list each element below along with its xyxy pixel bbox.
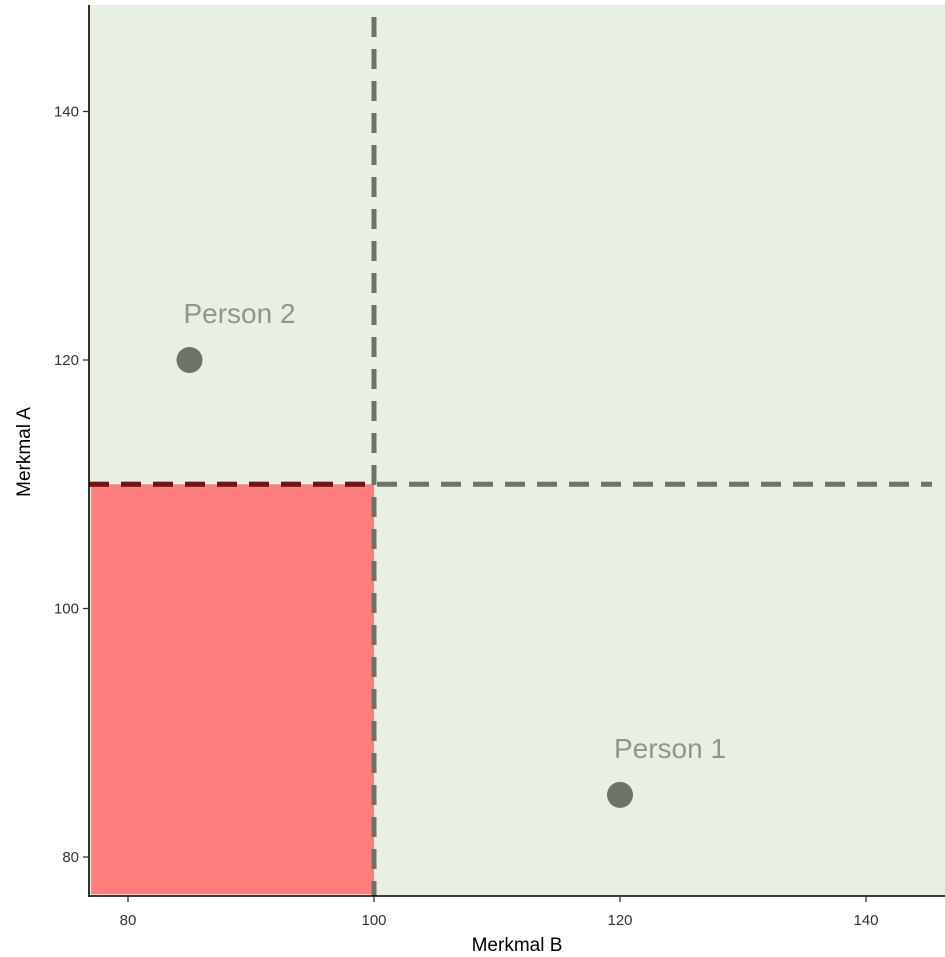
cutoff-lines-layer (89, 17, 932, 896)
x-axis-title: Merkmal B (472, 935, 563, 956)
shaded-region-layer (91, 484, 374, 895)
data-point (176, 347, 203, 373)
data-point-label: Person 2 (183, 298, 295, 329)
x-tick-label: 140 (853, 912, 878, 929)
y-tick-label: 120 (54, 352, 79, 369)
axes-layer: 80 100 120 140 80 100 120 140 (54, 5, 945, 929)
data-point-label: Person 1 (614, 733, 726, 764)
y-axis-title: Merkmal A (14, 407, 35, 497)
shaded-region (91, 484, 374, 895)
data-points-layer: Person 1 Person 2 (176, 298, 726, 808)
y-tick-label: 100 (54, 601, 79, 618)
x-tick-label: 80 (120, 912, 137, 929)
y-tick-label: 140 (54, 104, 79, 121)
x-tick-label: 100 (361, 912, 386, 929)
data-point (607, 781, 633, 808)
y-tick-label: 80 (62, 849, 79, 866)
x-tick-label: 120 (607, 912, 632, 929)
